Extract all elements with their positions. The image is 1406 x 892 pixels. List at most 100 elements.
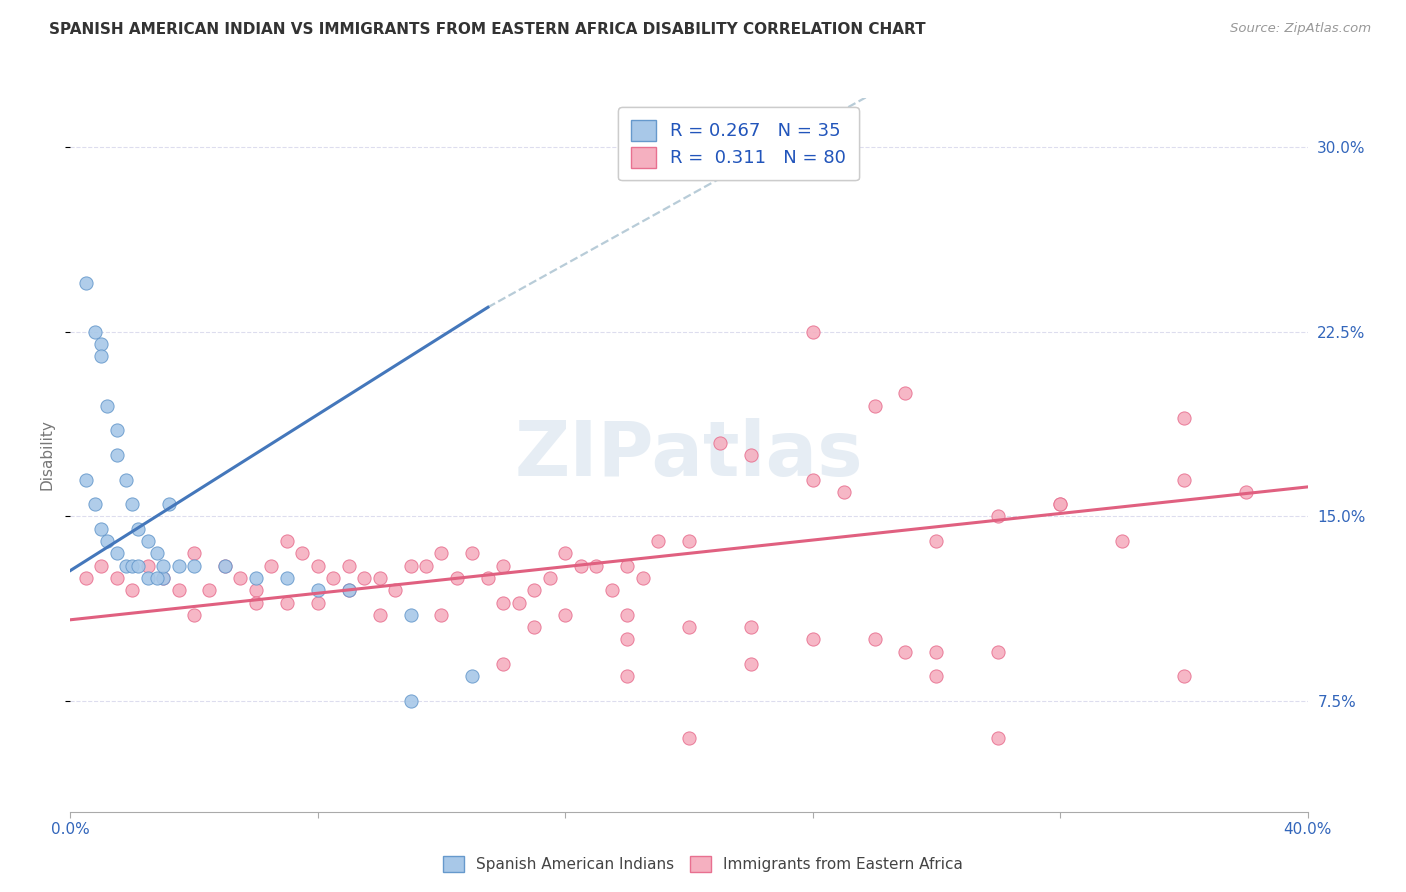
Point bbox=[276, 534, 298, 549]
Point bbox=[245, 583, 267, 598]
Point bbox=[925, 669, 948, 683]
Point bbox=[105, 448, 128, 462]
Point bbox=[554, 607, 576, 622]
Point bbox=[368, 607, 391, 622]
Point bbox=[136, 558, 159, 573]
Point bbox=[415, 558, 437, 573]
Point bbox=[245, 596, 267, 610]
Point bbox=[353, 571, 375, 585]
Point bbox=[477, 571, 499, 585]
Point bbox=[894, 386, 917, 401]
Point bbox=[307, 558, 329, 573]
Point bbox=[276, 596, 298, 610]
Point bbox=[183, 546, 205, 560]
Point bbox=[152, 558, 174, 573]
Point bbox=[399, 558, 422, 573]
Point bbox=[709, 435, 731, 450]
Point bbox=[554, 546, 576, 560]
Point bbox=[105, 546, 128, 560]
Point bbox=[152, 571, 174, 585]
Point bbox=[121, 583, 143, 598]
Point bbox=[291, 546, 314, 560]
Point bbox=[157, 497, 180, 511]
Point bbox=[90, 337, 112, 351]
Point bbox=[832, 484, 855, 499]
Point bbox=[146, 571, 169, 585]
Point bbox=[925, 534, 948, 549]
Text: SPANISH AMERICAN INDIAN VS IMMIGRANTS FROM EASTERN AFRICA DISABILITY CORRELATION: SPANISH AMERICAN INDIAN VS IMMIGRANTS FR… bbox=[49, 22, 925, 37]
Point bbox=[121, 497, 143, 511]
Point bbox=[616, 607, 638, 622]
Point bbox=[569, 558, 592, 573]
Point bbox=[863, 399, 886, 413]
Point bbox=[229, 571, 252, 585]
Point bbox=[508, 596, 530, 610]
Point bbox=[801, 632, 824, 647]
Point bbox=[461, 669, 484, 683]
Point bbox=[183, 558, 205, 573]
Point bbox=[399, 694, 422, 708]
Point bbox=[384, 583, 406, 598]
Point bbox=[616, 558, 638, 573]
Point bbox=[647, 534, 669, 549]
Point bbox=[84, 497, 107, 511]
Point bbox=[146, 546, 169, 560]
Point bbox=[96, 399, 118, 413]
Point bbox=[1173, 473, 1195, 487]
Point bbox=[523, 620, 546, 634]
Point bbox=[1173, 669, 1195, 683]
Point bbox=[260, 558, 283, 573]
Point bbox=[127, 558, 149, 573]
Point bbox=[84, 325, 107, 339]
Point bbox=[105, 571, 128, 585]
Point bbox=[322, 571, 344, 585]
Point bbox=[127, 522, 149, 536]
Point bbox=[75, 571, 97, 585]
Point bbox=[740, 657, 762, 671]
Point bbox=[461, 546, 484, 560]
Point bbox=[152, 571, 174, 585]
Point bbox=[678, 731, 700, 745]
Point bbox=[399, 607, 422, 622]
Point bbox=[616, 632, 638, 647]
Point bbox=[337, 558, 360, 573]
Point bbox=[863, 632, 886, 647]
Point bbox=[214, 558, 236, 573]
Point bbox=[446, 571, 468, 585]
Point bbox=[75, 276, 97, 290]
Point bbox=[307, 596, 329, 610]
Point bbox=[1111, 534, 1133, 549]
Point bbox=[801, 473, 824, 487]
Point bbox=[600, 583, 623, 598]
Point bbox=[167, 583, 190, 598]
Point bbox=[1049, 497, 1071, 511]
Point bbox=[492, 596, 515, 610]
Point bbox=[523, 583, 546, 598]
Point bbox=[987, 645, 1010, 659]
Point bbox=[90, 558, 112, 573]
Point bbox=[430, 607, 453, 622]
Point bbox=[337, 583, 360, 598]
Point bbox=[115, 473, 138, 487]
Y-axis label: Disability: Disability bbox=[39, 419, 55, 491]
Text: ZIPatlas: ZIPatlas bbox=[515, 418, 863, 491]
Point bbox=[198, 583, 221, 598]
Point bbox=[987, 731, 1010, 745]
Point bbox=[183, 607, 205, 622]
Point bbox=[925, 645, 948, 659]
Legend: Spanish American Indians, Immigrants from Eastern Africa: Spanish American Indians, Immigrants fro… bbox=[434, 848, 972, 880]
Point bbox=[214, 558, 236, 573]
Point bbox=[1173, 411, 1195, 425]
Point bbox=[678, 534, 700, 549]
Point bbox=[492, 657, 515, 671]
Point bbox=[894, 645, 917, 659]
Point bbox=[616, 669, 638, 683]
Point bbox=[245, 571, 267, 585]
Point bbox=[96, 534, 118, 549]
Point bbox=[492, 558, 515, 573]
Point bbox=[368, 571, 391, 585]
Legend: R = 0.267   N = 35, R =  0.311   N = 80: R = 0.267 N = 35, R = 0.311 N = 80 bbox=[619, 107, 859, 180]
Point bbox=[337, 583, 360, 598]
Point bbox=[585, 558, 607, 573]
Point bbox=[430, 546, 453, 560]
